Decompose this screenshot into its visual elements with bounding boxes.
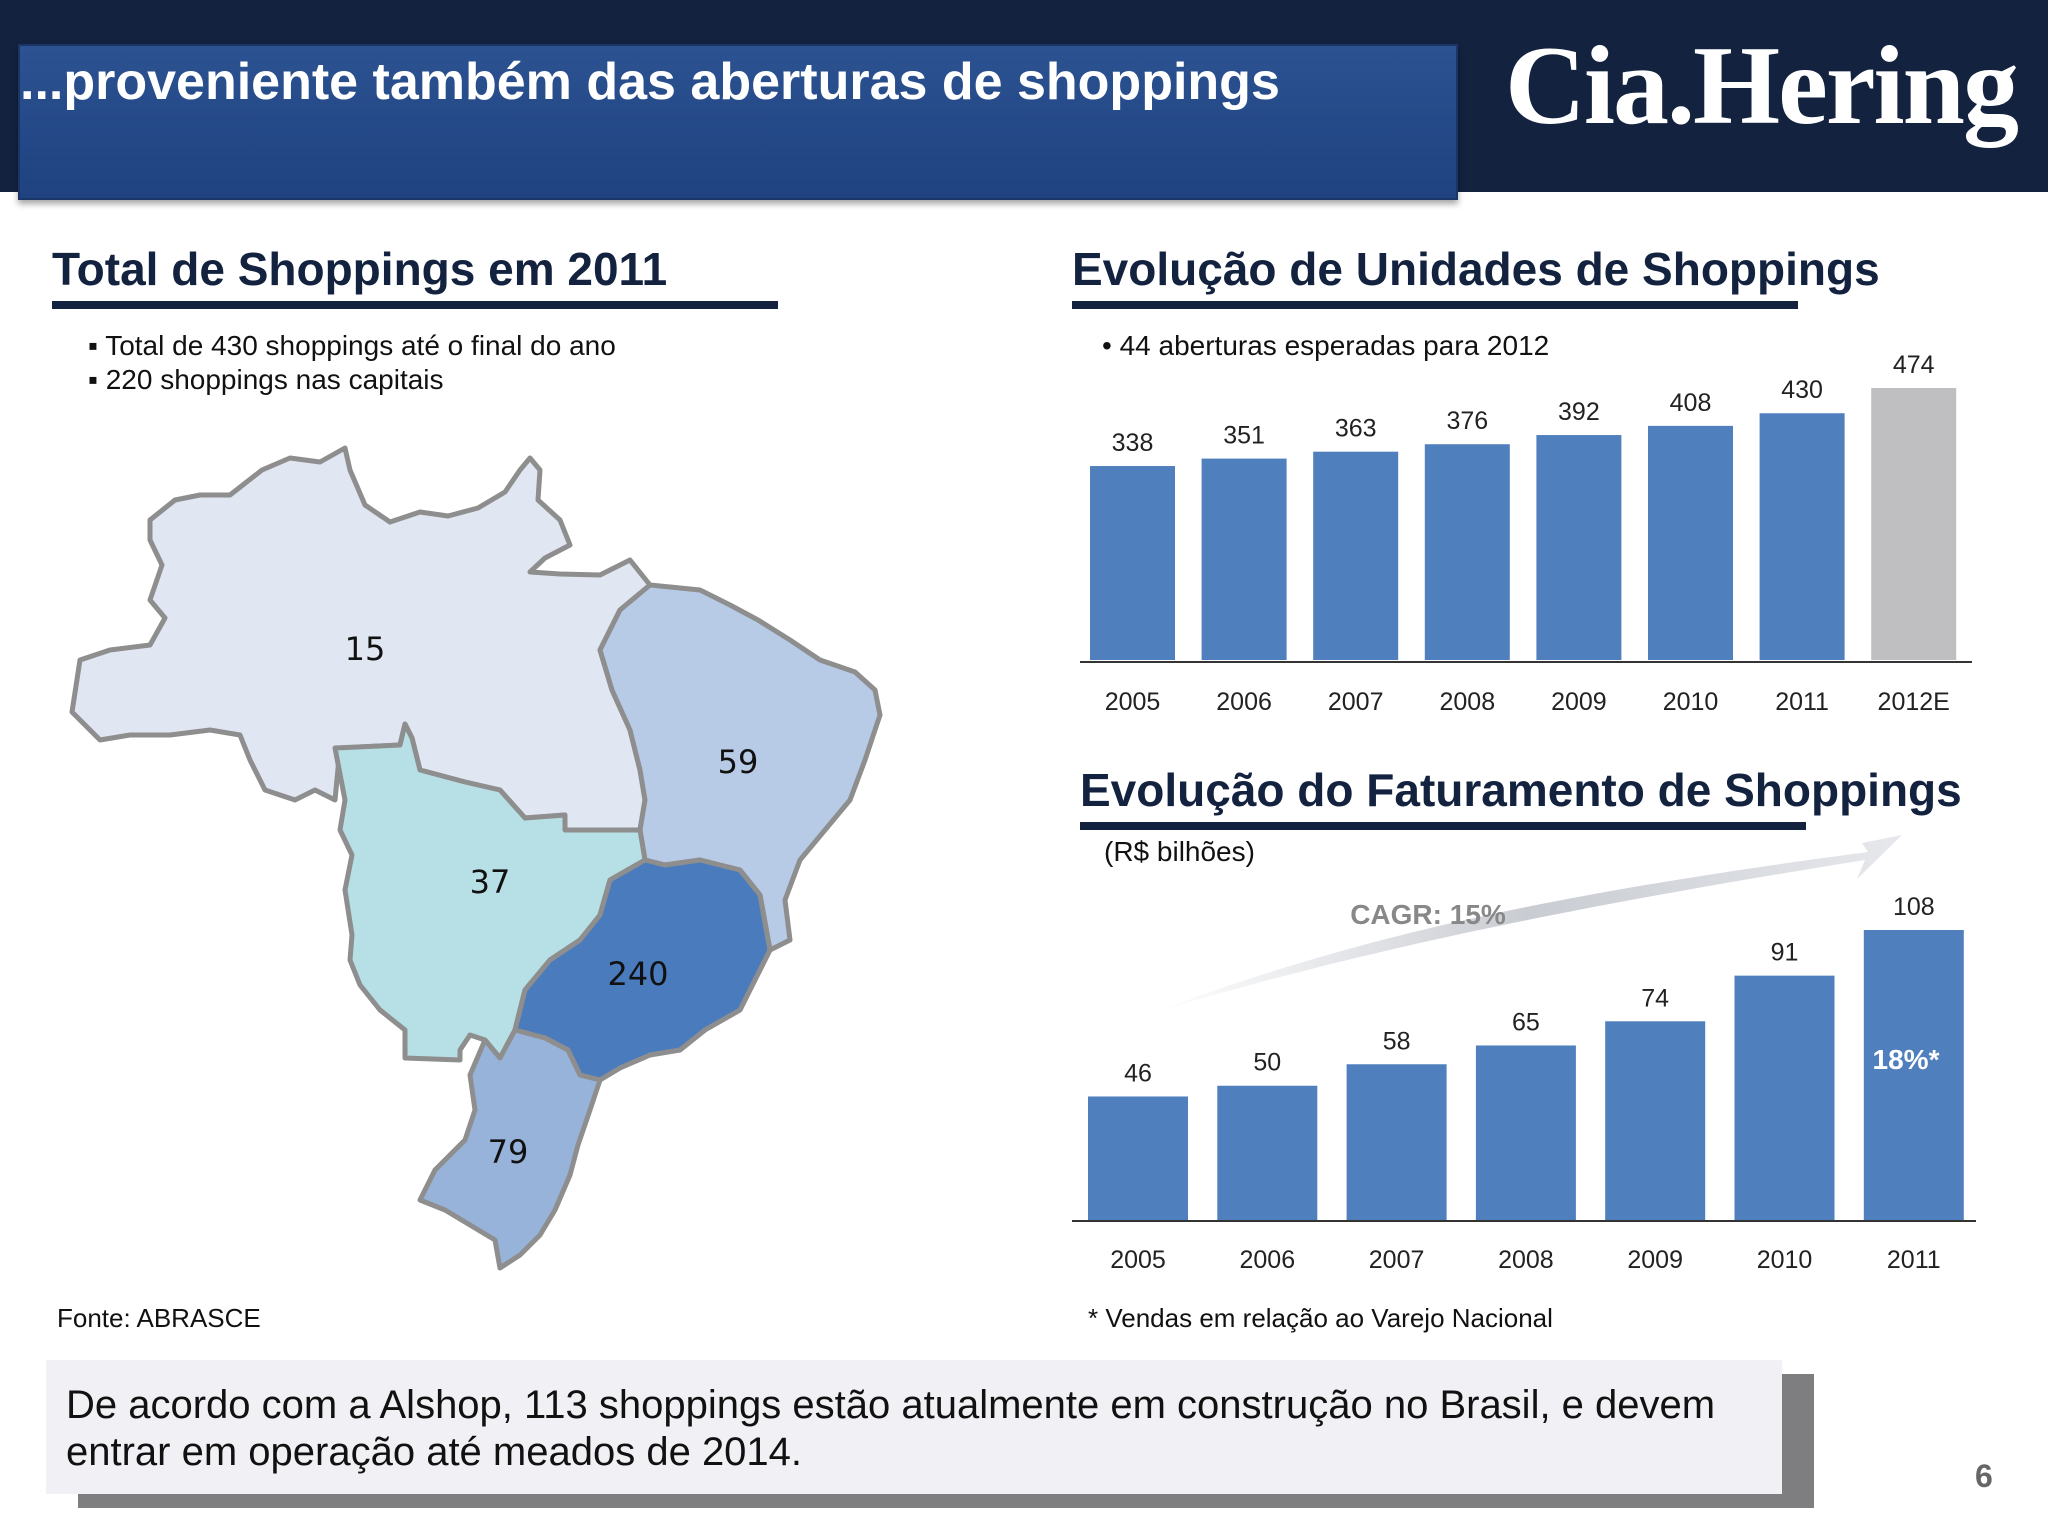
units-value-label: 408 — [1670, 389, 1712, 417]
units-category-label: 2005 — [1105, 688, 1161, 716]
revenue-value-label: 91 — [1771, 939, 1799, 967]
revenue-section-title: Evolução do Faturamento de Shoppings — [1080, 764, 1962, 816]
cagr-label: CAGR: 15% — [1350, 899, 1506, 930]
revenue-section-underline — [1080, 822, 1806, 830]
map-labels: 15 37 59 240 79 — [345, 630, 759, 1171]
units-category-label: 2006 — [1216, 688, 1272, 716]
units-bar-2006 — [1201, 458, 1287, 660]
page-title: ...proveniente também das aberturas de s… — [20, 53, 1280, 111]
units-value-label: 474 — [1893, 351, 1935, 379]
units-bar-2012e — [1871, 388, 1957, 660]
revenue-value-label: 74 — [1641, 984, 1669, 1012]
map-section-title: Total de Shoppings em 2011 — [52, 243, 668, 295]
revenue-category-label: 2005 — [1110, 1246, 1166, 1274]
revenue-bar-2009 — [1605, 1021, 1706, 1220]
revenue-value-label: 46 — [1124, 1059, 1152, 1087]
brazil-map — [69, 445, 883, 1271]
revenue-category-label: 2011 — [1887, 1246, 1941, 1274]
units-section-title: Evolução de Unidades de Shoppings — [1072, 243, 1880, 295]
units-section-underline — [1072, 301, 1798, 309]
units-value-label: 351 — [1223, 422, 1265, 450]
units-category-label: 2011 — [1775, 688, 1829, 716]
revenue-bar-2008 — [1475, 1045, 1576, 1220]
title-banner — [18, 44, 1458, 200]
units-value-label: 338 — [1112, 429, 1154, 457]
map-label-north: 15 — [345, 630, 386, 668]
units-bar-2011 — [1759, 413, 1845, 660]
units-category-label: 2007 — [1328, 688, 1384, 716]
region-southeast — [512, 857, 773, 1083]
bullet-capitals: ▪ 220 shoppings nas capitais — [88, 364, 444, 395]
revenue-category-label: 2009 — [1627, 1246, 1683, 1274]
revenue-bar-chart: 46 2005 50 2006 58 2007 65 2008 74 2009 91 2010 108 2… — [1088, 893, 1964, 1274]
units-value-label: 376 — [1446, 407, 1488, 435]
revenue-category-label: 2006 — [1239, 1246, 1295, 1274]
map-label-midwest: 37 — [470, 863, 511, 901]
revenue-value-label: 50 — [1253, 1049, 1281, 1077]
revenue-value-label: 108 — [1893, 893, 1935, 921]
units-bar-2010 — [1648, 425, 1733, 660]
revenue-value-label: 65 — [1512, 1008, 1540, 1036]
source-note: Fonte: ABRASCE — [57, 1303, 261, 1333]
revenue-unit-label: (R$ bilhões) — [1104, 836, 1255, 867]
region-northeast — [597, 582, 883, 953]
footnote: * Vendas em relação ao Varejo Nacional — [1088, 1303, 1553, 1333]
revenue-category-label: 2008 — [1498, 1246, 1554, 1274]
cagr-arrow — [1155, 835, 1902, 1012]
revenue-value-label: 58 — [1383, 1027, 1411, 1055]
revenue-bar-2010 — [1734, 975, 1835, 1220]
revenue-bar-2011 — [1863, 930, 1964, 1220]
units-note: • 44 aberturas esperadas para 2012 — [1102, 330, 1550, 361]
units-category-label: 2009 — [1551, 688, 1607, 716]
revenue-category-label: 2010 — [1757, 1246, 1813, 1274]
units-category-label: 2012E — [1878, 688, 1950, 716]
units-bar-2005 — [1090, 466, 1175, 660]
units-bar-chart: 338 2005 351 2006 363 2007 376 2008 392 2009 408 20… — [1090, 351, 1957, 716]
revenue-bar-2006 — [1217, 1085, 1318, 1220]
revenue-category-label: 2007 — [1369, 1246, 1425, 1274]
map-label-southeast: 240 — [607, 955, 668, 993]
revenue-bar-2005 — [1088, 1096, 1188, 1220]
map-section-underline — [52, 301, 778, 309]
bullet-capitals-text: 220 shoppings nas capitais — [105, 364, 444, 395]
units-category-label: 2010 — [1663, 688, 1719, 716]
units-value-label: 363 — [1335, 415, 1377, 443]
units-value-label: 392 — [1558, 398, 1600, 426]
company-logo: Cia.Hering — [1505, 24, 2019, 148]
page-number: 6 — [1975, 1458, 1993, 1494]
revenue-bar-2007 — [1346, 1064, 1447, 1220]
callout-text: De acordo com a Alshop, 113 shoppings es… — [66, 1383, 1716, 1474]
retail-share-label: 18%* — [1873, 1044, 1940, 1075]
units-bar-2008 — [1424, 444, 1510, 660]
bullet-total: ▪ Total de 430 shoppings até o final do … — [88, 330, 616, 361]
callout-box — [46, 1360, 1782, 1494]
units-value-label: 430 — [1781, 376, 1823, 404]
map-label-south: 79 — [488, 1133, 529, 1171]
region-south — [417, 1027, 603, 1271]
map-label-northeast: 59 — [718, 743, 759, 781]
units-category-label: 2008 — [1439, 688, 1495, 716]
units-bar-2009 — [1536, 435, 1622, 660]
units-bar-2007 — [1313, 451, 1399, 660]
bullet-total-text: Total de 430 shoppings até o final do an… — [105, 330, 616, 361]
